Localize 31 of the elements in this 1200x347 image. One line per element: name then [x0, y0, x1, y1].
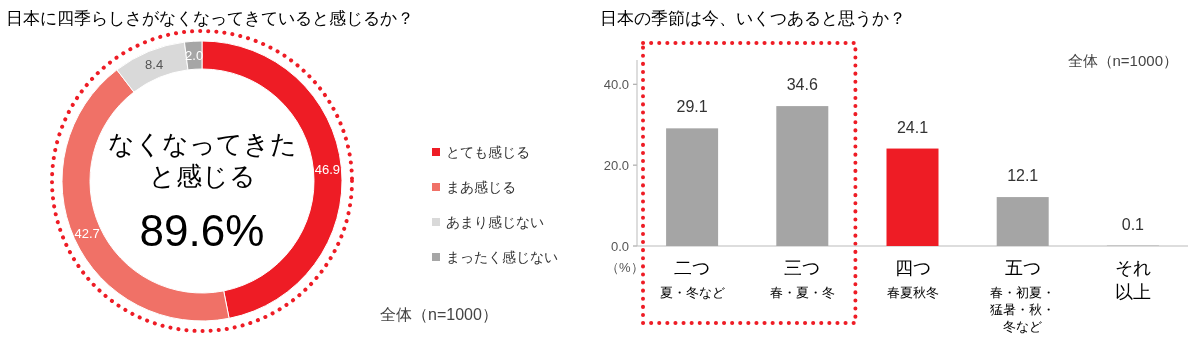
bar — [996, 197, 1049, 246]
x-tick-label: 二つ夏・冬など — [659, 258, 725, 300]
chart-title: 日本に四季らしさがなくなってきていると感じるか？ — [6, 9, 414, 28]
x-tick-label: それ以上 — [1114, 258, 1151, 302]
data-label: 24.1 — [896, 118, 929, 136]
legend-label: まったく感じない — [446, 249, 558, 265]
bar — [776, 106, 829, 246]
bar — [886, 148, 939, 246]
legend-label: とても感じる — [446, 144, 530, 160]
annotation: 全体（n=1000） — [1067, 52, 1178, 69]
chart-title: 日本の季節は今、いくつあると思うか？ — [600, 9, 906, 28]
data-label: 34.6 — [786, 76, 818, 94]
x-tick-label: 四つ春夏秋冬 — [886, 258, 939, 300]
legend-label: あまり感じない — [446, 214, 544, 230]
y-tick-label: 20.0 — [603, 158, 629, 174]
data-label: 8.4 — [145, 57, 164, 73]
x-tick-label: 三つ春・夏・冬 — [769, 258, 835, 300]
bar — [666, 128, 719, 246]
data-label: 42.7 — [74, 225, 100, 241]
x-tick-label: 五つ春・初夏・猛暑・秋・冬など — [990, 258, 1056, 334]
text: なくなってきたと感じる — [107, 129, 297, 191]
data-label: 46.9 — [314, 161, 341, 177]
data-label: 0.1 — [1121, 215, 1145, 233]
y-axis-title: （%） — [606, 260, 644, 275]
data-label: 29.1 — [676, 98, 708, 116]
y-tick-label: 0.0 — [610, 239, 629, 254]
legend-label: まあ感じる — [446, 179, 516, 195]
text: 全体（n=1000） — [380, 306, 498, 323]
y-tick-label: 40.0 — [603, 77, 629, 93]
data-label: 12.1 — [1007, 167, 1039, 185]
text: 89.6% — [139, 206, 265, 255]
